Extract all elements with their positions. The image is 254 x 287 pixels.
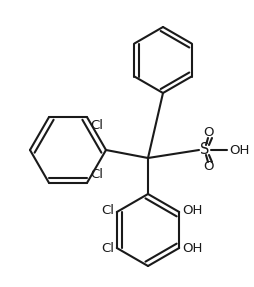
Text: OH: OH [181, 205, 202, 218]
Text: Cl: Cl [100, 205, 113, 218]
Text: Cl: Cl [100, 243, 113, 255]
Text: OH: OH [228, 144, 248, 156]
Text: Cl: Cl [90, 168, 103, 181]
Text: O: O [203, 127, 213, 139]
Text: O: O [203, 160, 213, 174]
Text: Cl: Cl [90, 119, 103, 132]
Text: OH: OH [181, 243, 202, 255]
Text: S: S [200, 143, 209, 158]
